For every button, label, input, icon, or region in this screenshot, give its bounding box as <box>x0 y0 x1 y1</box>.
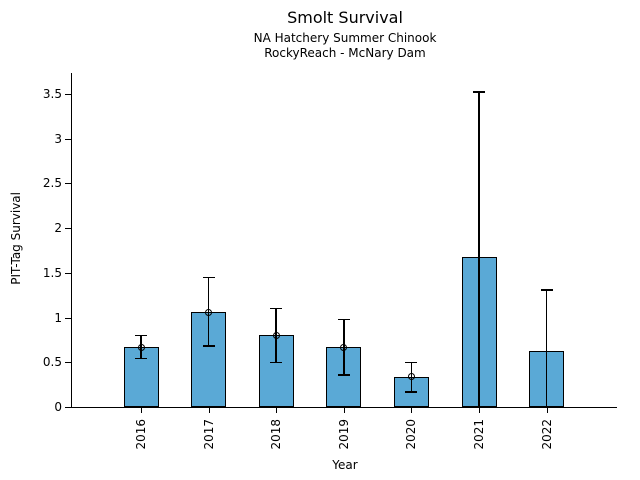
error-cap-high <box>405 361 418 364</box>
y-tick-label: 0.5 <box>42 355 62 370</box>
x-tick-label: 2020 <box>404 419 419 450</box>
x-tick <box>546 408 548 413</box>
y-tick <box>65 317 71 319</box>
error-bar <box>545 289 548 407</box>
chart-subtitle-line1: NA Hatchery Summer Chinook <box>253 31 437 45</box>
y-tick <box>65 272 71 274</box>
chart-subtitle-line2: RockyReach - McNary Dam <box>264 46 426 60</box>
x-tick-label: 2022 <box>539 419 554 450</box>
y-tick-label: 1.5 <box>42 265 62 280</box>
error-cap-high <box>337 318 350 321</box>
x-tick-label: 2018 <box>269 419 284 450</box>
error-cap-low <box>135 357 147 360</box>
x-tick-label: 2017 <box>201 419 216 450</box>
x-tick <box>343 408 345 413</box>
y-tick-label: 1 <box>54 310 62 325</box>
error-cap-high <box>540 289 553 291</box>
x-tick <box>276 408 278 413</box>
mean-marker <box>205 308 213 316</box>
error-cap-high <box>202 276 215 279</box>
x-axis-spine <box>71 407 617 408</box>
x-tick <box>208 408 210 413</box>
y-tick <box>65 183 71 185</box>
y-axis-spine <box>71 73 72 408</box>
x-tick <box>411 408 413 413</box>
x-tick-label: 2016 <box>134 419 148 450</box>
error-cap-high <box>473 91 485 93</box>
y-tick-label: 0 <box>54 400 62 414</box>
bar <box>258 335 294 407</box>
error-cap-low <box>202 345 215 347</box>
y-tick-label: 3.5 <box>42 86 62 101</box>
x-tick <box>479 408 480 413</box>
x-tick-label: 2021 <box>472 419 486 450</box>
x-tick-label: 2019 <box>336 419 351 450</box>
y-tick <box>65 138 71 140</box>
error-cap-low <box>270 361 283 364</box>
error-cap-low <box>337 374 350 376</box>
chart-title: Smolt Survival <box>287 8 403 27</box>
error-bar <box>478 92 480 407</box>
mean-marker <box>407 373 415 381</box>
error-cap-low <box>405 391 418 393</box>
y-tick <box>65 362 71 364</box>
error-cap-high <box>270 307 283 310</box>
y-tick <box>65 228 71 230</box>
x-tick <box>141 408 142 413</box>
x-axis-label: Year <box>332 458 358 472</box>
mean-marker <box>137 343 145 351</box>
y-tick-label: 3 <box>54 131 62 146</box>
error-cap-high <box>135 334 147 337</box>
mean-marker <box>272 331 280 339</box>
y-tick-label: 2.5 <box>42 176 62 191</box>
y-tick <box>65 407 71 408</box>
mean-marker <box>340 343 348 351</box>
y-tick <box>65 93 71 95</box>
y-tick-label: 2 <box>54 221 62 236</box>
